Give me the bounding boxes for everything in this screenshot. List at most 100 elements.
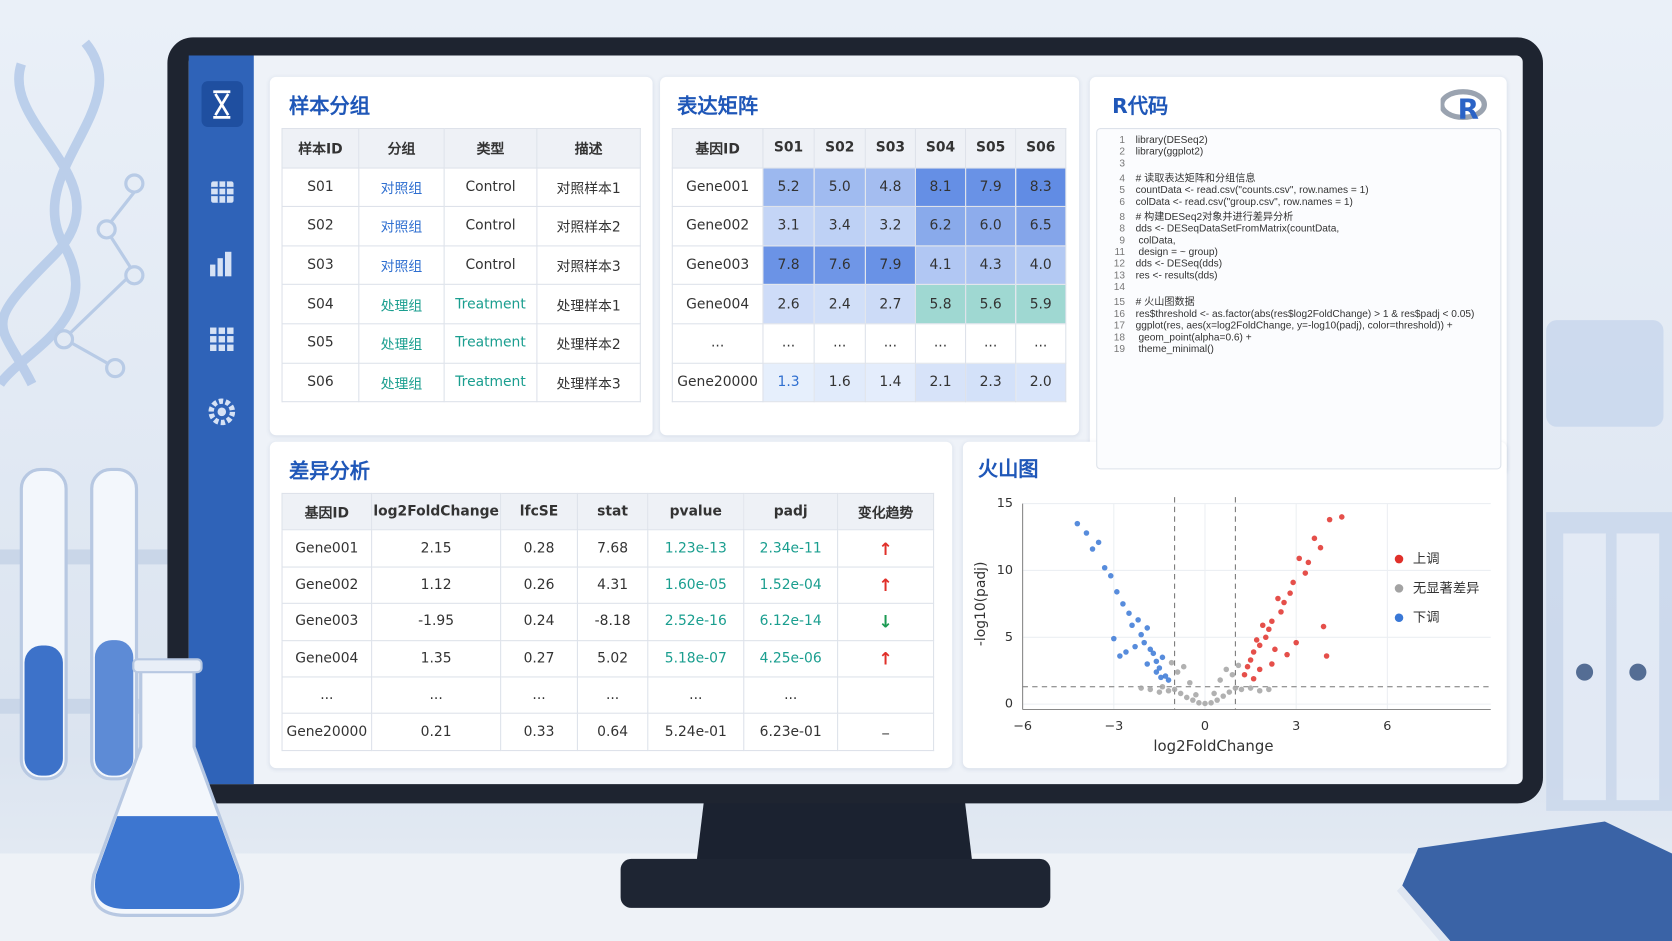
point [1174,669,1181,675]
y-tick-label: 5 [1005,630,1013,645]
table-icon[interactable] [211,181,234,203]
code-text: library(ggplot2) [1135,146,1204,158]
line-number: 17 [1113,320,1125,332]
code-editor: 1 library(DESeq2) 2 library(ggplot2) 3 4 # 读取表… [1096,128,1502,470]
code-line: 6 colData <- read.csv("group.csv", row.na… [1097,196,1500,208]
table-cell: 2.0 [1015,362,1067,403]
table-cell: S04 [281,284,360,325]
point [1266,686,1272,693]
table-cell: Treatment [443,362,538,403]
table-cell: 1.6 [813,362,866,403]
point [1208,700,1214,706]
point [1284,651,1290,658]
code-line: 18 geom_point(alpha=0.6) + [1097,332,1500,344]
column-header: padj [743,492,839,531]
table-cell: Treatment [443,323,538,364]
code-text: design = ~ group) [1135,246,1218,259]
code-line: 8 dds <- DESeqDataSetFromMatrix(countData… [1097,223,1500,235]
x-tick-label: 3 [1292,719,1300,734]
table-cell: 0.26 [500,566,578,605]
table-body: Gene001 2.15 0.28 7.68 1.23e-13 2.34e-11 ↑ Gene… [281,529,935,751]
x-tick-label: −6 [1013,719,1032,734]
column-header: lfcSE [500,492,578,531]
line-number: 19 [1113,343,1125,356]
point [1158,674,1164,681]
table-cell: 对照组 [358,206,445,247]
point [1123,649,1129,655]
code-line: 9 colData, [1097,235,1500,247]
table-row: S03 对照组 Control 对照样本3 [281,245,641,286]
point [1114,589,1120,595]
table-cell: 6.2 [914,206,967,247]
point [1317,544,1324,551]
point [1293,639,1299,646]
column-header: S06 [1015,128,1067,169]
table-cell: S05 [281,323,360,364]
line-number: 8 [1119,211,1125,223]
table-row: Gene001 5.2 5.0 4.8 8.1 7.9 8.3 [671,167,1067,208]
point [1132,643,1138,650]
column-header: 变化趋势 [837,492,935,531]
chart-title: 火山图 [978,457,1039,481]
table-cell: 2.7 [864,284,916,325]
table-cell: 处理样本2 [536,323,641,364]
code-line: 1 library(DESeq2) [1097,134,1500,146]
table-cell: Control [443,206,538,247]
table-cell: 2.15 [371,529,502,568]
table-cell: 0.21 [371,713,502,751]
code-text: theme_minimal() [1135,343,1214,356]
diff-table: 基因ID log2FoldChange lfcSE stat pvalue padj 变化趋… [281,492,935,751]
point [1247,657,1254,663]
line-number: 2 [1119,146,1125,158]
code-text: geom_point(alpha=0.6) + [1135,331,1252,344]
line-number: 13 [1113,269,1125,282]
legend-marker [1394,584,1404,593]
point [1101,564,1108,571]
point [1129,622,1135,629]
panel-title: R代码 [1112,94,1169,119]
point [1153,658,1160,665]
table-cell: ... [813,323,866,364]
table-header: 基因ID S01 S02 S03 S04 S05 S06 [671,128,1067,169]
table-cell: 2.34e-11 [743,529,839,568]
table-header: 基因ID log2FoldChange lfcSE stat pvalue padj 变化趋… [281,492,935,531]
table-cell: 处理组 [358,362,445,403]
apps-icon[interactable] [210,327,234,352]
point [1256,687,1263,694]
point [1223,666,1230,673]
point [1171,686,1178,693]
code-text: res <- results(dds) [1135,269,1218,282]
point [1217,677,1223,683]
table-cell: 0.27 [500,639,578,678]
point [1150,650,1157,657]
point [1196,700,1202,706]
column-header: S03 [864,128,916,169]
table-cell: 对照样本2 [536,206,641,247]
table-row: Gene003 -1.95 0.24 -8.18 2.52e-16 6.12e-14 ↓ [281,602,935,641]
table-row: Gene004 2.6 2.4 2.7 5.8 5.6 5.9 [671,284,1067,325]
molecule-decoration [53,173,145,379]
panel-title: 表达矩阵 [677,94,759,119]
table-cell: 7.68 [576,529,649,568]
code-text: # 读取表达矩阵和分组信息 [1135,172,1256,185]
table-cell: 6.23e-01 [743,713,839,751]
table-row: Gene004 1.35 0.27 5.02 5.18e-07 4.25e-06 ↑ [281,639,935,678]
settings-icon[interactable] [208,398,236,426]
code-line: 11 design = ~ group) [1097,246,1500,258]
table-cell: 5.2 [762,167,815,208]
point [1126,610,1132,616]
table-cell: 对照样本1 [536,167,641,208]
point [1272,646,1278,653]
code-text: res$threshold <- as.factor(abs(res$log2F… [1135,308,1475,321]
code-line: 8 # 构建DESeq2对象并进行差异分析 [1097,208,1500,223]
code-line: 3 [1097,158,1500,170]
point [1083,530,1090,536]
chart-icon[interactable] [210,251,232,277]
flask [90,658,244,917]
line-number: 14 [1113,281,1125,294]
point [1202,700,1208,707]
dna-icon[interactable] [213,90,231,119]
table-cell: ... [914,323,967,364]
table-cell: 5.9 [1015,284,1067,325]
